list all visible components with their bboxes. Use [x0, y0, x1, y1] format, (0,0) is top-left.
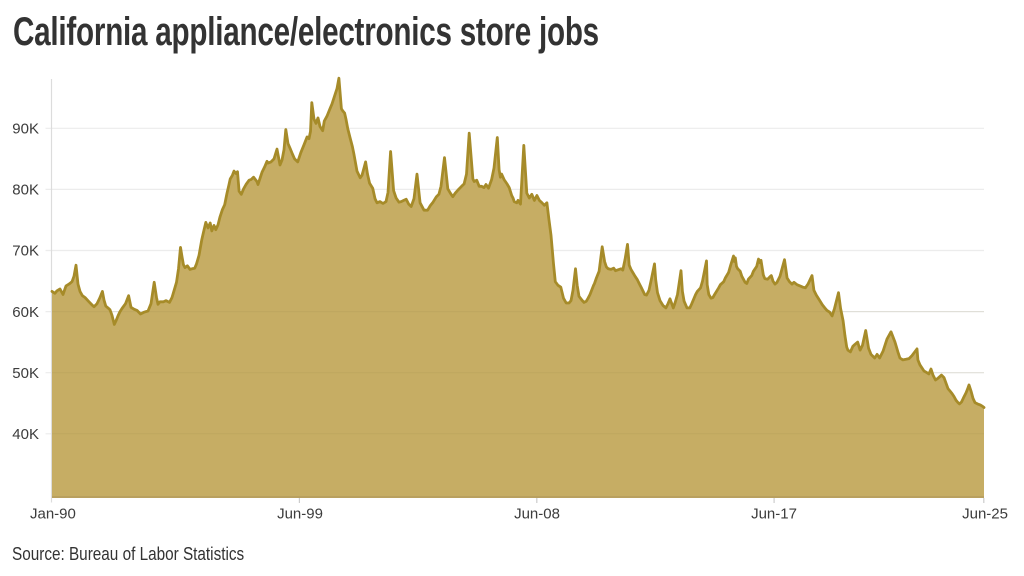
svg-text:Jun-99: Jun-99 [277, 506, 323, 523]
svg-text:Jun-17: Jun-17 [751, 506, 797, 523]
svg-text:90K: 90K [12, 121, 39, 138]
svg-text:Jan-90: Jan-90 [30, 506, 76, 523]
svg-text:Jun-08: Jun-08 [514, 506, 560, 523]
svg-text:70K: 70K [12, 243, 39, 260]
svg-text:80K: 80K [12, 182, 39, 199]
svg-text:60K: 60K [12, 304, 39, 321]
svg-text:50K: 50K [12, 365, 39, 382]
svg-text:40K: 40K [12, 426, 39, 443]
svg-text:Jun-25: Jun-25 [962, 506, 1008, 523]
